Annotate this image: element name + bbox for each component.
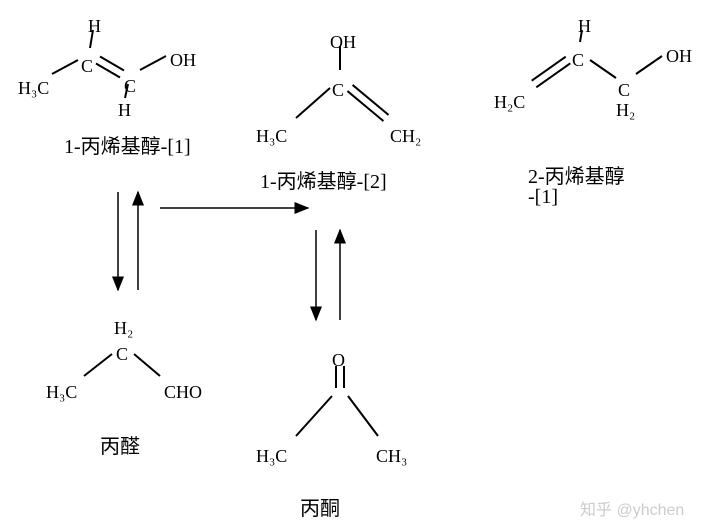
atom-ch3: CH₃ xyxy=(376,446,407,467)
atom-c_lbl: C xyxy=(332,80,344,101)
atom-c_lbl: C xyxy=(572,50,584,71)
atom-h_top: H xyxy=(88,16,101,37)
watermark: 知乎 @yhchen xyxy=(580,496,684,520)
atom-oh: OH xyxy=(666,46,692,67)
molecule-acetone: O H₃C CH₃ xyxy=(250,340,430,470)
label-m1: 1-丙烯基醇-[1] xyxy=(64,130,191,159)
label-m2: 1-丙烯基醇-[2] xyxy=(260,165,387,194)
atom-c_lbl: C xyxy=(116,344,128,365)
atom-h3c: H₃C xyxy=(46,382,77,403)
atom-h3c: H₃C xyxy=(256,126,287,147)
atom-ch3: H₃C xyxy=(18,78,49,99)
molecule-propanal: H₃C H₂ C CHO xyxy=(44,310,224,410)
label-m3-line1: 2-丙烯基醇 xyxy=(528,160,625,189)
atom-c2_lbl: C xyxy=(618,80,630,101)
atom-h3c: H₃C xyxy=(256,446,287,467)
molecule-2-propenyl-alcohol-1: H₂CHCCH₂OH xyxy=(490,8,700,118)
atom-ch2: CH₂ xyxy=(390,126,421,147)
atom-c_lbl: C xyxy=(81,56,93,77)
atom-h_top: H xyxy=(578,16,591,37)
atom-h2: H₂ xyxy=(114,318,133,339)
atom-oh: OH xyxy=(170,50,196,71)
label-m5: 丙酮 xyxy=(300,492,340,521)
atom-o: O xyxy=(332,350,345,371)
molecule-1-propenyl-alcohol-1: H₃CHHCCOH xyxy=(10,8,210,118)
atom-oh: OH xyxy=(330,32,356,53)
atom-c2_lbl: C xyxy=(124,76,136,97)
atom-h2c: H₂C xyxy=(494,92,525,113)
atom-h_bot: H xyxy=(118,100,131,121)
label-m3-line2: -[1] xyxy=(528,186,558,209)
label-m4: 丙醛 xyxy=(100,430,140,459)
atom-h2: H₂ xyxy=(616,100,635,121)
molecule-1-propenyl-alcohol-2: OH H₃C CH₂ C xyxy=(250,20,440,150)
atom-cho: CHO xyxy=(164,382,202,403)
